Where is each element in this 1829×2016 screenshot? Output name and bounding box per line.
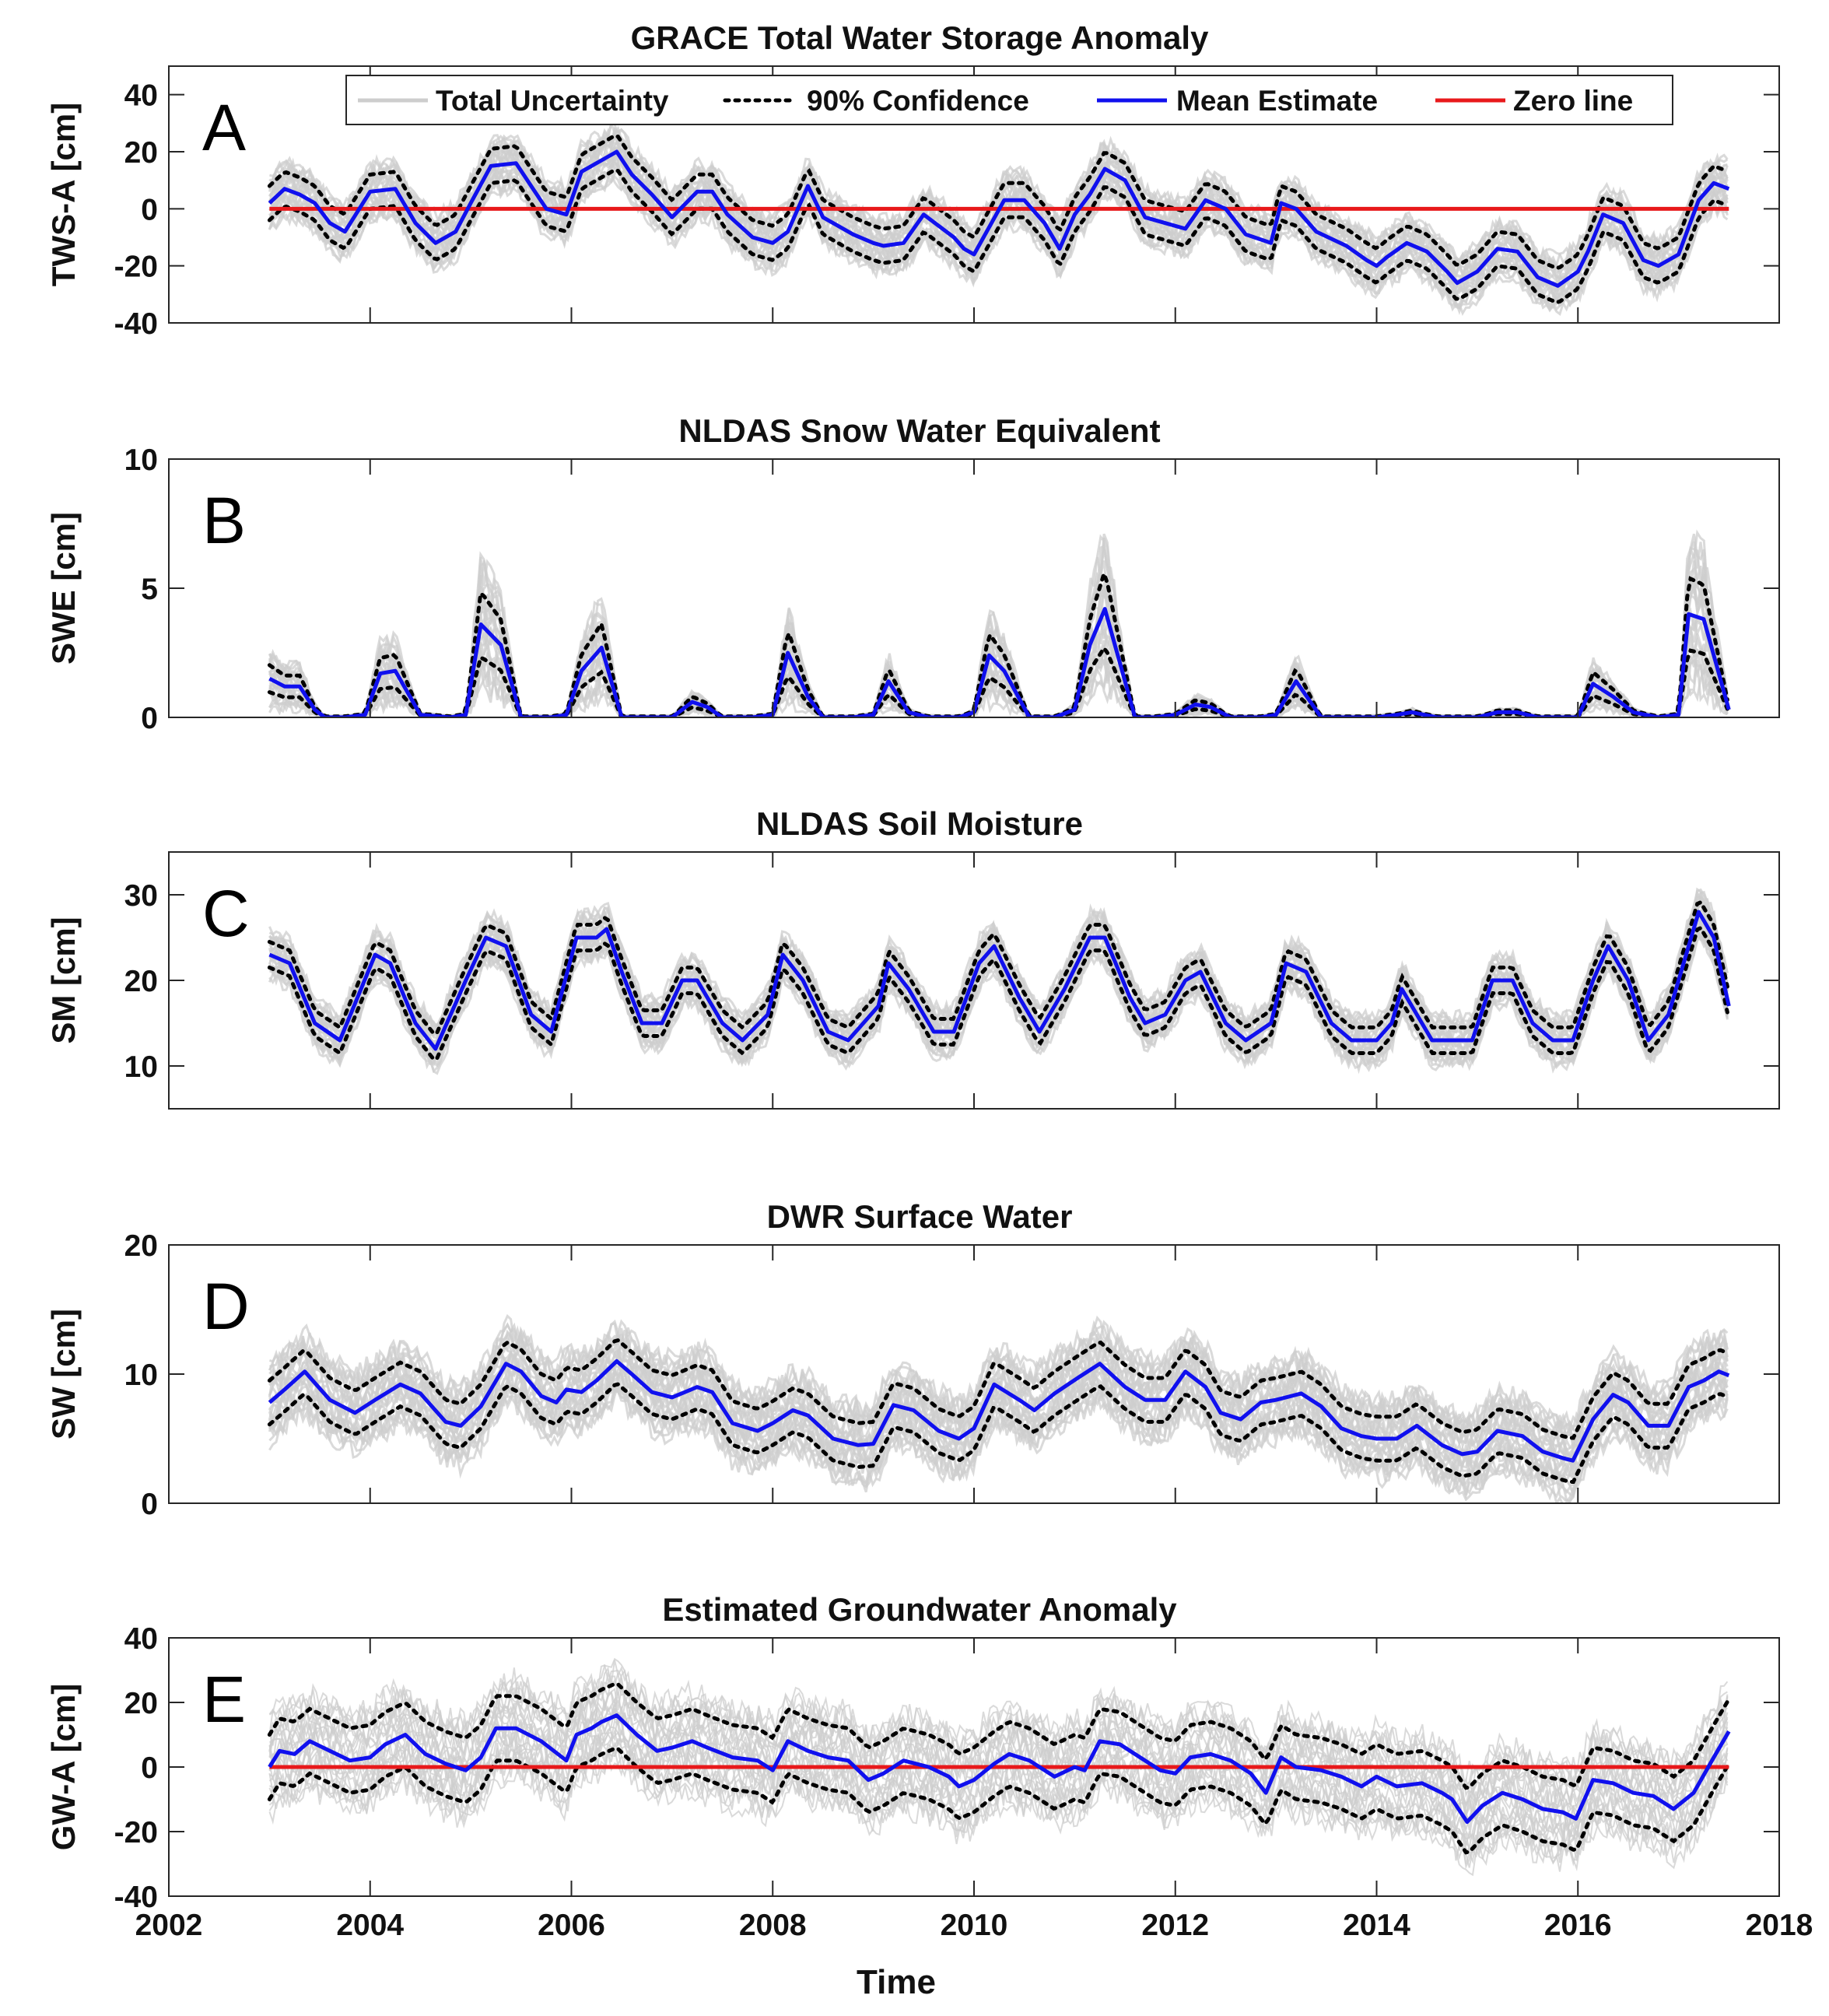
confidence-lower-bound xyxy=(267,925,1729,1062)
x-tick-label: 2004 xyxy=(336,1909,404,1942)
y-axis-label: SWE [cm] xyxy=(45,512,82,664)
x-tick-label: 2014 xyxy=(1343,1909,1410,1942)
ensemble-line xyxy=(268,1708,1729,1832)
mean-estimate-line xyxy=(268,1713,1731,1825)
y-tick-label: 10 xyxy=(124,444,158,477)
y-axis-label: SM [cm] xyxy=(45,917,82,1043)
panel-title: NLDAS Snow Water Equivalent xyxy=(678,412,1160,449)
y-tick-label: 0 xyxy=(141,702,158,735)
ensemble-line xyxy=(268,1752,1729,1877)
y-tick-label: 40 xyxy=(124,1622,158,1656)
y-tick-label: 0 xyxy=(141,1751,158,1785)
ensemble-line xyxy=(268,1705,1729,1828)
ensemble-line xyxy=(268,1685,1729,1806)
y-axis-label: SW [cm] xyxy=(45,1309,82,1439)
ensemble-line xyxy=(268,125,1729,270)
x-tick-label: 2002 xyxy=(135,1909,203,1942)
x-tick-label: 2010 xyxy=(941,1909,1008,1942)
x-tick-label: 2006 xyxy=(538,1909,605,1942)
legend-entry: Total Uncertainty xyxy=(436,85,669,117)
panel-letter: E xyxy=(202,1663,246,1736)
mean-estimate-line xyxy=(268,910,1731,1051)
y-tick-label: 40 xyxy=(124,79,158,113)
y-tick-label: -20 xyxy=(114,1816,158,1849)
y-axis-label: TWS-A [cm] xyxy=(45,103,82,286)
x-tick-label: 2008 xyxy=(739,1909,807,1942)
ensemble-line xyxy=(268,890,1729,1029)
x-tick-label: 2016 xyxy=(1544,1909,1612,1942)
panel-title: NLDAS Soil Moisture xyxy=(756,805,1083,842)
ensemble-line xyxy=(268,1313,1729,1437)
x-tick-label: 2018 xyxy=(1746,1909,1813,1942)
panel-b: 10 5 0 NLDAS Snow Water Equivalent SWE [cm] B xyxy=(45,412,1780,735)
mean-estimate-line xyxy=(268,607,1731,717)
panel-letter: C xyxy=(202,877,250,950)
panel-title: Estimated Groundwater Anomaly xyxy=(662,1591,1177,1628)
ensemble-line xyxy=(268,1386,1728,1503)
confidence-upper-bound xyxy=(267,899,1729,1036)
confidence-upper-bound xyxy=(267,1338,1729,1440)
ensemble-line xyxy=(268,1358,1729,1475)
y-tick-label: 20 xyxy=(124,965,158,998)
panel-title: GRACE Total Water Storage Anomaly xyxy=(631,19,1210,56)
uncertainty-band xyxy=(268,1657,1729,1877)
ensemble-line xyxy=(268,1726,1729,1846)
legend-entry: Mean Estimate xyxy=(1176,85,1378,117)
mean-estimate-line xyxy=(268,149,1730,288)
y-tick-label: 30 xyxy=(124,879,158,913)
confidence-lower-bound xyxy=(267,167,1729,305)
y-tick-label: 5 xyxy=(141,573,158,606)
ensemble-line xyxy=(268,1657,1729,1783)
ensemble-line xyxy=(268,1671,1729,1795)
legend-entry: Zero line xyxy=(1513,85,1633,117)
x-axis-label: Time xyxy=(857,1963,936,2001)
panel-title: DWR Surface Water xyxy=(767,1198,1073,1235)
panel-letter: B xyxy=(202,484,246,557)
y-tick-label: 20 xyxy=(124,1229,158,1263)
panel-d: 20 10 0 DWR Surface Water SW [cm] D xyxy=(45,1198,1780,1521)
y-tick-label: -20 xyxy=(114,251,158,284)
confidence-upper-bound xyxy=(267,133,1729,271)
y-axis-label: GW-A [cm] xyxy=(45,1684,82,1851)
confidence-lower-bound xyxy=(267,1382,1729,1484)
confidence-lower-bound xyxy=(267,1746,1729,1855)
y-tick-label: 10 xyxy=(124,1359,158,1392)
panel-a: 40 20 0 -20 -40 GRACE Total Water Storage Ano… xyxy=(45,19,1780,341)
plot-area xyxy=(169,459,1779,717)
y-tick-label: 20 xyxy=(124,136,158,170)
ensemble-line xyxy=(268,119,1729,265)
ensemble-line xyxy=(268,1731,1729,1856)
y-tick-label: 0 xyxy=(141,193,158,226)
confidence-lower-bound xyxy=(267,644,1729,717)
mean-estimate-line xyxy=(268,1359,1730,1463)
y-tick-label: 0 xyxy=(141,1488,158,1521)
ensemble-line xyxy=(268,1329,1729,1453)
y-tick-label: 20 xyxy=(124,1687,158,1720)
confidence-upper-bound xyxy=(267,1681,1729,1790)
y-tick-label: -40 xyxy=(114,307,158,341)
x-tick-label: 2012 xyxy=(1141,1909,1209,1942)
panel-letter: A xyxy=(202,91,246,164)
panel-c: 30 20 10 NLDAS Soil Moisture SM [cm] C xyxy=(45,805,1780,1110)
y-tick-label: 10 xyxy=(124,1050,158,1084)
legend: Total Uncertainty 90% Confidence Mean Esti… xyxy=(345,75,1673,125)
legend-entry: 90% Confidence xyxy=(807,85,1029,117)
y-tick-label: -40 xyxy=(114,1881,158,1914)
panel-letter: D xyxy=(202,1270,250,1343)
